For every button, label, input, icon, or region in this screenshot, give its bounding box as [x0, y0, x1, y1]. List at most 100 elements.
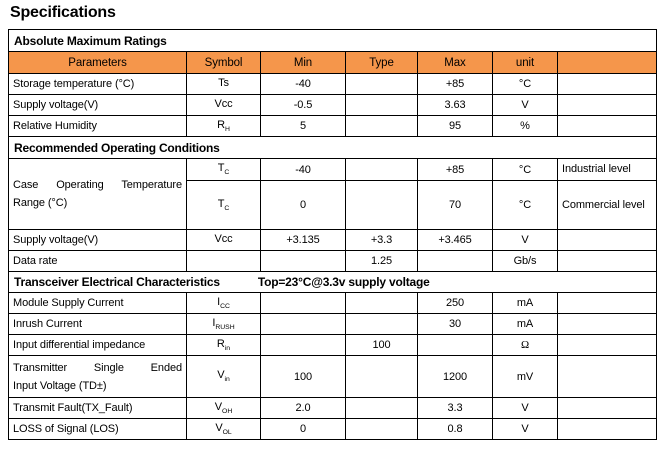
- symbol-subscript: in: [224, 376, 230, 384]
- cell-type: [345, 115, 418, 137]
- row-transmit-fault: Transmit Fault(TX_Fault) VOH 2.0 3.3 V: [8, 397, 658, 419]
- cell-max: 30: [417, 313, 493, 335]
- symbol-base: R: [217, 118, 225, 131]
- cell-type: [345, 292, 418, 314]
- cell-parameter: Supply voltage(V): [8, 94, 187, 116]
- cell-max: 250: [417, 292, 493, 314]
- cell-unit: °C: [492, 158, 558, 181]
- cell-notes: [556, 397, 658, 419]
- cell-symbol: ICC: [186, 292, 261, 314]
- cell-parameter: Module Supply Current: [8, 292, 187, 314]
- cell-symbol: Ts: [186, 73, 261, 95]
- cell-parameter: Transmit Fault(TX_Fault): [8, 397, 187, 419]
- cell-type: [345, 397, 418, 419]
- cell-parameter: Inrush Current: [8, 313, 187, 335]
- cell-symbol: TC: [186, 180, 261, 230]
- cell-unit: mA: [492, 292, 558, 314]
- cell-notes: [556, 250, 658, 272]
- symbol-subscript: C: [224, 169, 230, 177]
- col-header-parameters: Parameters: [8, 51, 187, 74]
- cell-notes: [556, 94, 658, 116]
- symbol-base: R: [216, 337, 225, 350]
- cell-min: 5: [260, 115, 346, 137]
- parameter-line1: Case Operating Temperature: [13, 179, 182, 191]
- row-storage-temperature: Storage temperature (°C) Ts -40 +85 °C: [8, 73, 658, 95]
- row-supply-voltage-abs: Supply voltage(V) Vcc -0.5 3.63 V: [8, 94, 658, 116]
- cell-max: [417, 250, 493, 272]
- section-title: Absolute Maximum Ratings: [7, 29, 658, 52]
- cell-symbol: Vcc: [186, 94, 261, 116]
- cell-symbol: IRUSH: [186, 313, 261, 335]
- cell-type: [345, 418, 418, 440]
- symbol-subscript: H: [224, 126, 230, 134]
- cell-type: 100: [345, 334, 418, 356]
- symbol-base: V: [215, 421, 223, 434]
- section-header-transceiver-electrical: Transceiver Electrical Characteristics To…: [7, 271, 658, 293]
- cell-notes: [556, 229, 658, 251]
- cell-max: 3.63: [417, 94, 493, 116]
- cell-type: 1.25: [345, 250, 418, 272]
- cell-max: 95: [417, 115, 493, 137]
- cell-parameter: Supply voltage(V): [8, 229, 187, 251]
- column-header-row: Parameters Symbol Min Type Max unit: [8, 51, 658, 74]
- row-relative-humidity: Relative Humidity RH 5 95 %: [8, 115, 658, 137]
- symbol-subscript: C: [224, 205, 230, 213]
- parameter-line2: Range (°C): [13, 197, 68, 209]
- cell-type: [345, 73, 418, 95]
- cell-unit: %: [492, 115, 558, 137]
- row-case-temp-commercial: TC 0 70 °C Commercial level: [9, 180, 658, 230]
- page-title: Specifications: [10, 4, 116, 21]
- symbol-subscript: RUSH: [215, 324, 235, 332]
- col-header-notes: [556, 51, 658, 74]
- symbol-base: V: [214, 400, 223, 413]
- cell-parameter: Storage temperature (°C): [8, 73, 187, 95]
- cell-notes: [556, 355, 658, 398]
- cell-parameter-merged: Case Operating Temperature Range (°C): [8, 158, 187, 230]
- cell-symbol: Vcc: [186, 229, 261, 251]
- symbol-base: V: [217, 369, 225, 382]
- row-input-differential-impedance: Input differential impedance Rin 100 Ω: [8, 334, 658, 356]
- document-page: Specifications Absolute Maximum Ratings …: [0, 4, 663, 451]
- cell-type: [345, 158, 418, 181]
- symbol-base: T: [217, 162, 225, 175]
- cell-unit: Gb/s: [492, 250, 558, 272]
- cell-parameter: Transmitter Single Ended Input Voltage (…: [8, 355, 187, 398]
- cell-parameter: Data rate: [8, 250, 187, 272]
- cell-max: 1200: [417, 355, 493, 398]
- cell-min: 0: [260, 418, 346, 440]
- cell-max: 70: [417, 180, 493, 230]
- cell-min: [260, 334, 346, 356]
- symbol-subscript: in: [224, 345, 231, 353]
- cell-parameter: Relative Humidity: [8, 115, 187, 137]
- cell-notes: [556, 313, 658, 335]
- cell-notes: [556, 292, 658, 314]
- row-loss-of-signal: LOSS of Signal (LOS) VOL 0 0.8 V: [8, 418, 658, 440]
- cell-max: [417, 334, 493, 356]
- symbol-base: I: [212, 316, 216, 329]
- parameter-line2: Input Voltage (TD±): [13, 379, 107, 392]
- specifications-table: Absolute Maximum Ratings Parameters Symb…: [7, 29, 658, 440]
- col-header-symbol: Symbol: [186, 51, 261, 74]
- cell-max: 0.8: [417, 418, 493, 440]
- section-condition-text: Top=23°C@3.3v supply voltage: [257, 275, 430, 289]
- section-title: Transceiver Electrical Characteristics To…: [7, 271, 658, 293]
- symbol-subscript: OL: [222, 429, 232, 437]
- cell-min: 100: [260, 355, 346, 398]
- row-transmitter-input-voltage: Transmitter Single Ended Input Voltage (…: [8, 355, 658, 398]
- cell-notes: [556, 115, 658, 137]
- cell-min: 2.0: [260, 397, 346, 419]
- col-header-type: Type: [345, 51, 418, 74]
- cell-max: +3.465: [417, 229, 493, 251]
- cell-notes: [556, 418, 658, 440]
- cell-unit: mA: [492, 313, 558, 335]
- cell-type: +3.3: [345, 229, 418, 251]
- cell-min: +3.135: [260, 229, 346, 251]
- cell-symbol: TC: [186, 158, 261, 181]
- cell-symbol: Rin: [186, 334, 261, 356]
- symbol-base: Vcc: [214, 232, 233, 245]
- cell-parameter: Input differential impedance: [8, 334, 187, 356]
- cell-type: [345, 313, 418, 335]
- parameter-line1: Transmitter Single Ended: [13, 361, 182, 374]
- cell-type: [345, 355, 418, 398]
- row-module-supply-current: Module Supply Current ICC 250 mA: [8, 292, 658, 314]
